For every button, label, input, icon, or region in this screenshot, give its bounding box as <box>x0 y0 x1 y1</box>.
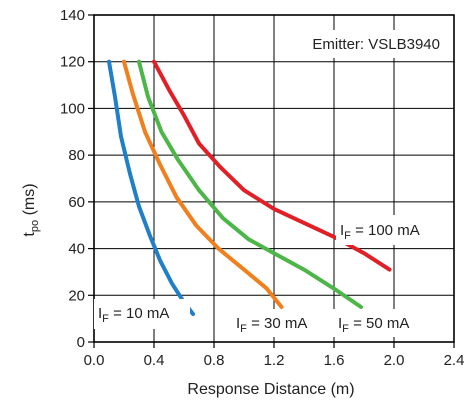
y-tick-label: 120 <box>60 54 85 71</box>
x-tick-label: 0.4 <box>144 352 165 369</box>
x-tick-label: 1.2 <box>264 352 285 369</box>
y-tick-label: 140 <box>60 7 85 24</box>
y-axis-title-subscript: po <box>29 220 41 232</box>
series-label-50ma-value: = 50 mA <box>349 315 409 332</box>
series-label-50ma-subscript: F <box>342 323 349 335</box>
series-label-30ma-subscript: F <box>240 323 247 335</box>
axis-ticks <box>88 14 455 348</box>
x-tick-labels: 0.0 0.4 0.8 1.2 1.6 2.0 2.4 <box>84 352 465 369</box>
series-line-30ma <box>122 59 284 309</box>
y-tick-label: 80 <box>68 147 85 164</box>
emitter-label-background <box>283 30 448 58</box>
y-axis-title-main: t <box>21 232 38 237</box>
series-label-50ma: IF = 50 mA <box>338 315 409 335</box>
series-label-bg-50ma <box>333 309 433 337</box>
series-label-bg-100ma <box>336 215 444 245</box>
grid <box>94 15 454 342</box>
series-label-100ma: IF = 100 mA <box>340 222 420 242</box>
x-tick-label: 2.4 <box>444 352 465 369</box>
series-label-100ma-value: = 100 mA <box>351 222 420 239</box>
series-label-30ma: IF = 30 mA <box>236 315 307 335</box>
y-tick-label: 60 <box>68 194 85 211</box>
y-tick-labels: 0 20 40 60 80 100 120 140 <box>60 7 85 351</box>
series-label-bg-10ma <box>94 299 190 329</box>
series-label-bg-30ma <box>232 309 326 337</box>
x-tick-label: 0.8 <box>204 352 225 369</box>
series-label-30ma-value: = 30 mA <box>247 315 307 332</box>
x-tick-label: 1.6 <box>324 352 345 369</box>
series-line-10ma <box>107 59 195 316</box>
series-label-50ma-main: I <box>338 315 342 332</box>
series-label-30ma-main: I <box>236 315 240 332</box>
x-tick-label: 0.0 <box>84 352 105 369</box>
y-tick-label: 20 <box>68 287 85 304</box>
series-lines <box>107 59 392 316</box>
x-tick-label: 2.0 <box>384 352 405 369</box>
series-label-10ma: IF = 10 mA <box>98 305 169 325</box>
x-axis-title: Response Distance (m) <box>187 381 354 398</box>
series-line-50ma <box>137 59 363 309</box>
y-tick-label: 100 <box>60 100 85 117</box>
series-label-10ma-value: = 10 mA <box>109 305 169 322</box>
series-label-10ma-main: I <box>98 305 102 322</box>
series-label-100ma-subscript: F <box>344 230 351 242</box>
y-axis-title: tpo (ms) <box>21 183 41 236</box>
series-label-100ma-main: I <box>340 222 344 239</box>
y-tick-label: 40 <box>68 241 85 258</box>
y-tick-label: 0 <box>77 334 85 351</box>
series-label-10ma-subscript: F <box>102 313 109 325</box>
y-axis-title-unit: (ms) <box>21 183 38 219</box>
emitter-label: Emitter: VSLB3940 <box>312 36 440 53</box>
